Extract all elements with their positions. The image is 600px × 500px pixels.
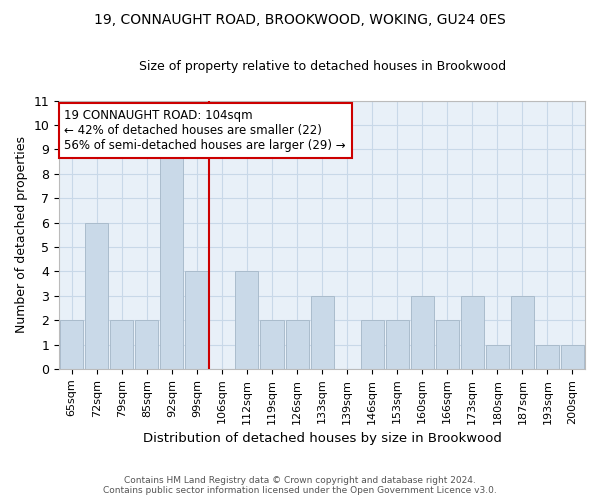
Bar [436,320,459,369]
Bar [561,344,584,369]
Bar [486,344,509,369]
Y-axis label: Number of detached properties: Number of detached properties [15,136,28,333]
Bar [235,272,259,369]
Bar [536,344,559,369]
Bar [135,320,158,369]
Bar [361,320,383,369]
Bar [286,320,308,369]
Bar [60,320,83,369]
Bar [461,296,484,369]
Bar [160,150,184,369]
Bar [511,296,534,369]
Bar [185,272,208,369]
Bar [311,296,334,369]
Text: 19 CONNAUGHT ROAD: 104sqm
← 42% of detached houses are smaller (22)
56% of semi-: 19 CONNAUGHT ROAD: 104sqm ← 42% of detac… [64,108,346,152]
Title: Size of property relative to detached houses in Brookwood: Size of property relative to detached ho… [139,60,506,73]
Bar [411,296,434,369]
Bar [260,320,284,369]
Bar [85,222,108,369]
Bar [386,320,409,369]
Bar [110,320,133,369]
Text: Contains HM Land Registry data © Crown copyright and database right 2024.
Contai: Contains HM Land Registry data © Crown c… [103,476,497,495]
X-axis label: Distribution of detached houses by size in Brookwood: Distribution of detached houses by size … [143,432,502,445]
Text: 19, CONNAUGHT ROAD, BROOKWOOD, WOKING, GU24 0ES: 19, CONNAUGHT ROAD, BROOKWOOD, WOKING, G… [94,12,506,26]
